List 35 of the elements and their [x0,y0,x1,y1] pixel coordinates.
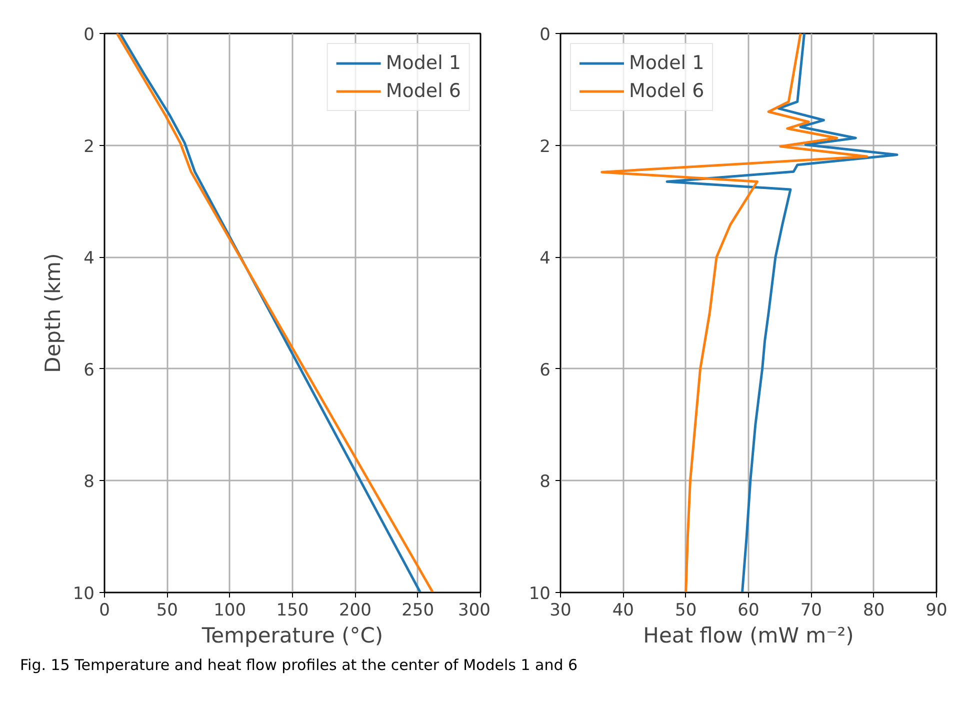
y-tick-label: 6 [540,360,551,380]
y-axis-title: Depth (km) [40,253,65,373]
x-tick-label: 100 [214,600,246,620]
x-tick-label: 50 [156,600,178,620]
x-tick-label: 250 [402,600,434,620]
legend-label: Model 1 [386,52,461,74]
y-tick-label: 10 [72,584,95,604]
y-tick-label: 0 [84,25,95,45]
caption: Fig. 15 Temperature and heat flow profiles at the center of Models 1 and 6 [20,655,578,676]
y-tick-label: 8 [540,472,551,492]
x-tick-label: 30 [550,600,572,620]
x-tick-label: 50 [675,600,697,620]
legend-label: Model 6 [629,80,704,102]
x-tick-label: 0 [99,600,110,620]
x-tick-label: 70 [800,600,822,620]
x-tick-label: 200 [338,600,372,620]
x-tick-label: 60 [738,600,760,620]
x-axis-title: Heat flow (mW m⁻²) [643,624,854,648]
x-tick-label: 90 [926,600,948,620]
y-tick-label: 2 [84,136,95,157]
y-tick-label: 8 [84,472,95,492]
y-tick-label: 4 [84,248,95,269]
line-series [600,34,868,592]
x-axis-title: Temperature (°C) [200,624,384,648]
legend-label: Model 6 [386,80,461,102]
y-tick-label: 6 [84,360,95,380]
y-tick-label: 4 [540,248,551,269]
x-tick-label: 150 [276,600,309,620]
y-tick-label: 0 [540,25,551,45]
y-tick-label: 2 [540,136,551,157]
y-tick-label: 10 [528,584,551,604]
x-tick-label: 80 [863,600,885,620]
legend-label: Model 1 [629,52,704,74]
x-tick-label: 300 [458,600,491,620]
x-tick-label: 40 [612,600,634,620]
